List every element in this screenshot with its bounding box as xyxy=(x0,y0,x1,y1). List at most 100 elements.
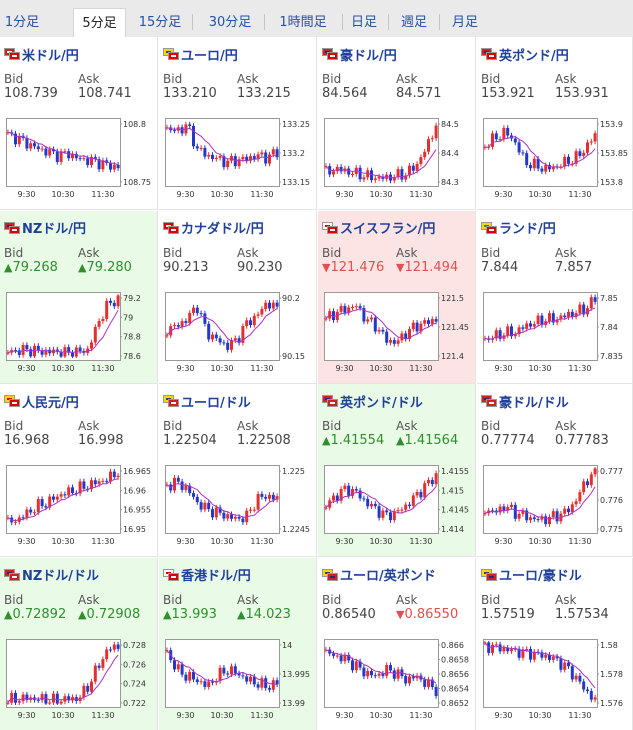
pair-link[interactable]: ユーロ/ドル xyxy=(163,393,251,411)
candle-body xyxy=(351,659,354,670)
candle-body xyxy=(195,146,199,149)
candle-body xyxy=(90,156,93,166)
pair-link[interactable]: ユーロ/英ポンド xyxy=(322,567,436,584)
price-chart[interactable]: 133.25 133.2 133.15 9:30 10:30 11:30 xyxy=(163,114,315,200)
candle-body xyxy=(586,481,589,486)
candle-body xyxy=(256,154,260,160)
price-chart[interactable]: 90.2 90.15 9:30 10:30 11:30 xyxy=(163,288,315,374)
candle-body xyxy=(36,345,40,350)
currency-pair-grid: 米ドル/円 Bid Ask 108.739 108.741 108.8 108.75 9:30… xyxy=(0,37,633,730)
price-chart[interactable]: 153.9 153.85 153.8 9:30 10:30 11:30 xyxy=(481,114,633,200)
candle-body xyxy=(392,511,396,521)
tab-separator xyxy=(342,14,343,30)
pair-link[interactable]: 英ポンド/ドル xyxy=(322,393,423,411)
flag-icon xyxy=(163,395,179,407)
tab-2[interactable]: 5分足 xyxy=(73,8,126,37)
candle-body xyxy=(377,176,381,179)
candle-body xyxy=(498,643,502,651)
pair-link[interactable]: ユーロ/豪ドル xyxy=(481,567,582,584)
price-chart[interactable]: 0.728 0.726 0.724 0.722 9:30 10:30 11:30 xyxy=(4,635,156,721)
ask-label: Ask xyxy=(237,592,259,607)
price-chart[interactable]: 121.5 121.45 121.4 9:30 10:30 11:30 xyxy=(322,288,474,374)
bid-value-text: 1.22504 xyxy=(163,433,217,448)
y-tick-label: 108.75 xyxy=(123,178,151,187)
candle-body xyxy=(540,651,544,658)
candle-body xyxy=(506,325,510,335)
candle-body xyxy=(116,164,120,169)
candle-body xyxy=(339,305,343,312)
bid-label: Bid xyxy=(481,592,501,607)
candle-body xyxy=(105,300,109,319)
candle-body xyxy=(354,660,358,670)
candle-body xyxy=(408,504,411,506)
price-chart[interactable]: 79.2 79 78.8 78.6 9:30 10:30 11:30 xyxy=(4,288,156,374)
bid-value-text: 79.268 xyxy=(12,259,58,275)
up-arrow-icon: ▲ xyxy=(4,607,13,621)
ask-value: ▲14.023 xyxy=(237,607,291,622)
candle-body xyxy=(44,506,48,508)
candle-body xyxy=(218,156,222,158)
tab-7[interactable]: 週足 xyxy=(400,15,427,30)
price-chart[interactable]: 84.5 84.4 84.3 9:30 10:30 11:30 xyxy=(322,114,474,200)
candle-body xyxy=(332,495,335,501)
pair-name: ランド/円 xyxy=(499,222,556,237)
ask-value: 84.571 xyxy=(396,86,442,101)
pair-link[interactable]: ユーロ/円 xyxy=(163,46,238,64)
candle-body xyxy=(373,503,377,507)
price-chart[interactable]: 0.777 0.776 0.775 9:30 10:30 11:30 xyxy=(481,461,633,547)
pair-link[interactable]: 豪ドル/ドル xyxy=(481,393,569,411)
pair-link[interactable]: NZドル/ドル xyxy=(4,567,99,584)
tab-4[interactable]: 30分足 xyxy=(208,15,252,30)
price-chart[interactable]: 1.58 1.578 1.576 9:30 10:30 11:30 xyxy=(481,635,633,721)
y-tick-label: 90.15 xyxy=(282,352,305,361)
pair-name: ユーロ/ドル xyxy=(181,395,251,411)
price-chart[interactable]: 16.965 16.96 16.955 16.95 9:30 10:30 11:30 xyxy=(4,461,156,547)
tab-1[interactable]: 1分足 xyxy=(4,15,40,30)
tab-5[interactable]: 1時間足 xyxy=(279,15,327,30)
pair-link[interactable]: スイスフラン/円 xyxy=(322,220,435,237)
pair-tile: ユーロ/英ポンド Bid Ask 0.86540 ▼0.86550 0.866 0.8658… xyxy=(318,557,476,730)
candle-body xyxy=(260,493,264,497)
tab-3[interactable]: 15分足 xyxy=(138,15,182,30)
candle-body xyxy=(109,162,112,170)
bid-value-text: 0.86540 xyxy=(322,606,376,622)
price-chart[interactable]: 108.8 108.75 9:30 10:30 11:30 xyxy=(4,114,156,200)
pair-link[interactable]: 豪ドル/円 xyxy=(322,46,397,64)
price-chart[interactable]: 1.225 1.2245 9:30 10:30 11:30 xyxy=(163,461,315,547)
candle-body xyxy=(207,680,211,687)
y-tick-label: 84.5 xyxy=(441,120,459,129)
candle-body xyxy=(389,664,392,670)
candle-body xyxy=(17,135,21,145)
pair-tile: 英ポンド/円 Bid Ask 153.921 153.931 153.9 153.85 153… xyxy=(477,37,633,210)
pair-link[interactable]: 米ドル/円 xyxy=(4,46,79,64)
price-chart[interactable]: 7.85 7.84 7.835 9:30 10:30 11:30 xyxy=(481,288,633,374)
candle-body xyxy=(192,307,195,313)
ask-value-text: 121.494 xyxy=(404,259,459,275)
bid-value-text: 1.41554 xyxy=(330,433,385,448)
pair-link[interactable]: ランド/円 xyxy=(481,220,556,237)
tab-6[interactable]: 日足 xyxy=(350,15,377,30)
candle-body xyxy=(510,648,513,651)
y-tick-label: 16.96 xyxy=(123,486,146,495)
ask-label: Ask xyxy=(396,245,418,260)
pair-link[interactable]: 香港ドル/円 xyxy=(163,567,251,584)
pair-link[interactable]: カナダドル/円 xyxy=(163,220,264,237)
tab-8[interactable]: 月足 xyxy=(451,15,478,30)
flag-icon xyxy=(481,48,497,60)
pair-link[interactable]: NZドル/円 xyxy=(4,220,86,237)
pair-link[interactable]: 人民元/円 xyxy=(4,393,79,411)
y-tick-label: 1.414 xyxy=(441,525,464,534)
candle-body xyxy=(101,318,105,321)
candle-body xyxy=(570,665,574,679)
candle-body xyxy=(324,318,328,320)
ask-label: Ask xyxy=(396,72,418,86)
price-chart[interactable]: 14 13.995 13.99 9:30 10:30 11:30 xyxy=(163,635,315,721)
pair-link[interactable]: 英ポンド/円 xyxy=(481,46,569,64)
candle-body xyxy=(540,315,544,325)
candle-body xyxy=(574,312,578,317)
ask-value-text: 90.230 xyxy=(237,259,283,275)
ask-value: 1.57534 xyxy=(555,607,609,622)
price-chart[interactable]: 0.866 0.8658 0.8656 0.8654 0.8652 9:30 10:30 11… xyxy=(322,635,474,721)
price-chart[interactable]: 1.4155 1.415 1.4145 1.414 9:30 10:30 11:30 xyxy=(322,461,474,547)
x-tick-label: 11:30 xyxy=(568,364,591,373)
